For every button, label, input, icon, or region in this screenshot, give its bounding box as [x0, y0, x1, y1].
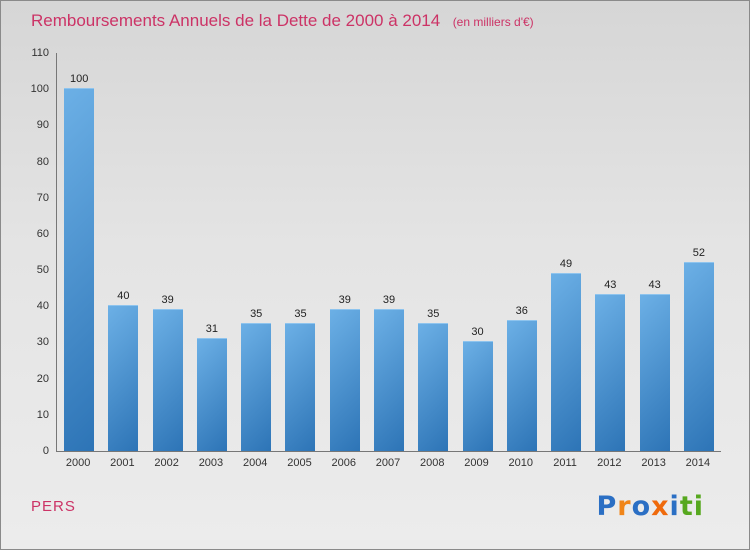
- x-tick-label: 2014: [685, 457, 711, 469]
- bar: [418, 323, 449, 451]
- y-tick-label: 40: [36, 300, 49, 313]
- logo-letter: t: [679, 491, 694, 522]
- bar-slot: 31: [190, 53, 234, 451]
- y-tick-label: 10: [36, 408, 49, 421]
- x-axis: 2000 2001 2002 2003 2004 2005 2006 2007 2008 2009…: [56, 457, 720, 469]
- bar-value-label: 49: [559, 257, 573, 270]
- x-tick-label: 2013: [641, 457, 666, 469]
- logo-letter: i: [669, 491, 680, 522]
- bar-slot: 40: [101, 53, 145, 451]
- x-tick-label: 2003: [198, 457, 224, 469]
- bar-slot: 35: [411, 53, 455, 451]
- bar: [551, 272, 582, 451]
- y-tick-label: 90: [36, 119, 49, 132]
- bar-slot: 35: [278, 53, 322, 451]
- bar-slot: 43: [588, 53, 632, 451]
- bar-slot: 43: [632, 53, 676, 451]
- y-tick-label: 80: [36, 155, 49, 168]
- chart-title: Remboursements Annuels de la Dette de 20…: [31, 11, 441, 30]
- y-tick-label: 20: [36, 372, 49, 385]
- y-tick-label: 100: [30, 83, 49, 96]
- bar: [506, 319, 537, 451]
- bar: [241, 323, 272, 451]
- bar: [329, 308, 360, 451]
- y-tick-label: 0: [42, 445, 49, 457]
- bar-value-label: 39: [382, 293, 396, 306]
- bar: [285, 323, 316, 451]
- bar: [462, 341, 493, 451]
- x-tick-label: 2004: [242, 457, 268, 469]
- y-tick-label: 70: [36, 191, 49, 204]
- x-tick-label: 2011: [553, 457, 577, 469]
- bar-series: 100 40 39 31 35 35 39 39 35 30 36 49 43 43 52: [57, 53, 721, 451]
- bar-value-label: 35: [427, 308, 440, 321]
- bar-value-label: 35: [250, 308, 263, 321]
- x-tick-label: 2007: [375, 457, 401, 469]
- bar-value-label: 39: [338, 293, 351, 306]
- y-tick-label: 30: [36, 336, 49, 349]
- x-tick-label: 2005: [287, 457, 312, 469]
- y-tick-label: 110: [31, 47, 49, 59]
- bar-slot: 39: [367, 53, 411, 451]
- bar-value-label: 52: [692, 246, 705, 259]
- y-tick-label: 50: [36, 264, 49, 277]
- bar-value-label: 30: [471, 326, 484, 339]
- bar: [639, 294, 670, 451]
- x-tick-label: 2006: [331, 457, 356, 469]
- logo-letter: x: [651, 491, 670, 522]
- plot-area: 0 10 20 30 40 50 60 70 80 90 100 110 100 40 39 31 35 35 3…: [31, 48, 721, 457]
- chart-header: Remboursements Annuels de la Dette de 20…: [31, 11, 534, 31]
- bar-slot: 49: [544, 53, 588, 451]
- footer-left-label: PERS: [31, 498, 76, 515]
- y-tick-label: 60: [36, 227, 49, 240]
- bar-value-label: 31: [205, 322, 219, 335]
- bar-slot: 39: [146, 53, 190, 451]
- logo-letter: r: [617, 491, 632, 522]
- bar-slot: 30: [455, 53, 499, 451]
- bar-value-label: 40: [117, 290, 130, 303]
- x-tick-label: 2012: [597, 457, 622, 469]
- x-tick-label: 2002: [154, 457, 179, 469]
- logo-letter: P: [596, 491, 618, 522]
- bar-slot: 39: [323, 53, 367, 451]
- bar: [683, 261, 714, 451]
- bar: [152, 308, 183, 451]
- bar-value-label: 43: [604, 279, 617, 292]
- bar: [373, 308, 404, 451]
- bar-slot: 52: [677, 53, 721, 451]
- logo-letter: o: [631, 491, 652, 522]
- x-tick-label: 2001: [110, 457, 135, 469]
- bar-slot: 36: [500, 53, 544, 451]
- bar: [595, 294, 626, 451]
- bar-value-label: 36: [515, 304, 528, 317]
- x-tick-label: 2008: [420, 457, 445, 469]
- bar-value-label: 35: [294, 308, 307, 321]
- x-tick-label: 2010: [508, 457, 534, 469]
- bar: [196, 337, 227, 451]
- logo-letter: i: [693, 491, 704, 522]
- bar: [64, 88, 95, 451]
- bar-value-label: 100: [69, 73, 89, 86]
- bar-slot: 35: [234, 53, 278, 451]
- x-tick-label: 2009: [464, 457, 489, 469]
- proxiti-logo: Proxiti: [596, 491, 704, 522]
- bar: [108, 305, 139, 451]
- bar-slot: 100: [57, 53, 101, 451]
- x-tick-label: 2000: [65, 457, 91, 469]
- bar-value-label: 39: [161, 293, 174, 306]
- chart-subtitle: (en milliers d'€): [452, 15, 534, 29]
- bar-value-label: 43: [648, 279, 661, 292]
